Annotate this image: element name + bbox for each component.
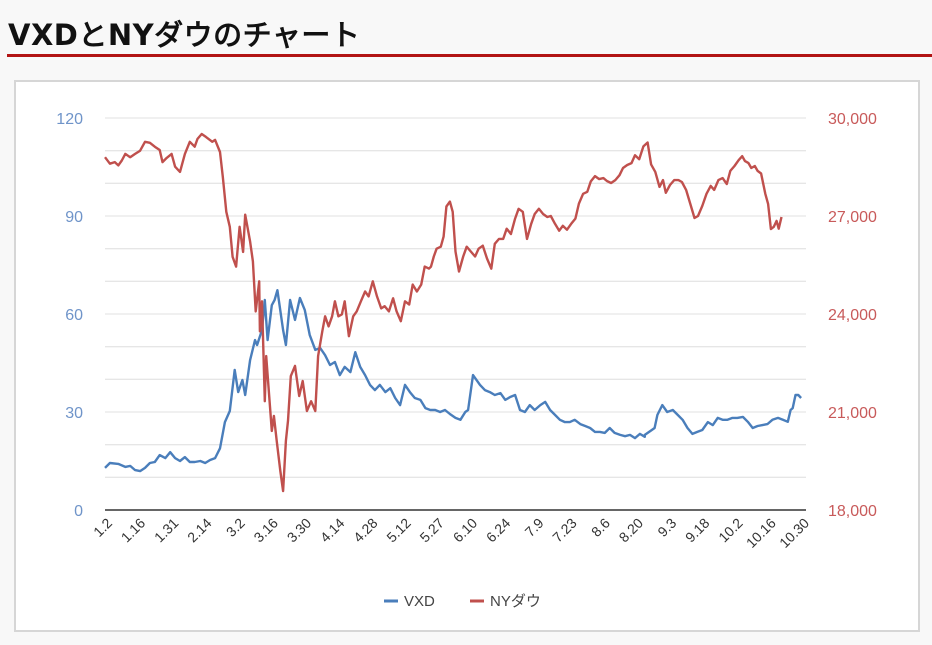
x-tick-label: 3.2: [223, 515, 248, 540]
y-left-tick-label: 0: [74, 503, 83, 520]
gridlines: [105, 117, 806, 478]
x-axis-labels: 1.2 1.16 1.31 2.14 3.2 3.16 3.30 4.14 4.28 5.12 5.…: [90, 515, 812, 551]
x-tick-label: 6.24: [483, 515, 514, 546]
chart-container: 0 30 60 90 120 18,000 21,000 24,000 27,000 30,00…: [14, 80, 920, 632]
series-line-nydow: [104, 132, 783, 493]
x-tick-label: 1.2: [90, 515, 115, 540]
x-tick-label: 10.30: [776, 515, 812, 551]
x-tick-label: 3.16: [250, 515, 281, 546]
x-tick-label: 2.14: [184, 515, 215, 546]
y-axis-right-labels: 18,000 21,000 24,000 27,000 30,000: [828, 111, 877, 520]
x-tick-label: 9.3: [654, 515, 679, 540]
x-tick-label: 4.14: [317, 515, 348, 546]
x-tick-label: 3.30: [284, 515, 315, 546]
title-underline: [7, 54, 932, 57]
y-right-tick-label: 18,000: [828, 503, 877, 520]
x-tick-label: 5.12: [383, 515, 414, 546]
page-title: VXDとNYダウのチャート: [8, 18, 361, 52]
series-lines: [104, 132, 802, 493]
y-left-tick-label: 90: [65, 209, 83, 226]
x-tick-label: 10.2: [715, 515, 746, 546]
x-tick-label: 1.31: [151, 515, 182, 546]
y-right-tick-label: 21,000: [828, 405, 877, 422]
x-tick-label: 7.23: [549, 515, 580, 546]
x-tick-label: 4.28: [350, 515, 381, 546]
y-right-tick-label: 30,000: [828, 111, 877, 128]
legend: VXD NYダウ: [384, 593, 541, 610]
x-tick-label: 1.16: [118, 515, 149, 546]
x-tick-label: 6.10: [450, 515, 481, 546]
x-tick-label: 8.20: [616, 515, 647, 546]
legend-label-vxd: VXD: [404, 593, 435, 610]
x-tick-label: 5.27: [416, 515, 447, 546]
y-right-tick-label: 27,000: [828, 209, 877, 226]
y-right-tick-label: 24,000: [828, 307, 877, 324]
y-left-tick-label: 60: [65, 307, 83, 324]
x-tick-label: 7.9: [522, 515, 547, 540]
y-left-tick-label: 120: [56, 111, 83, 128]
series-line-vxd: [104, 288, 802, 473]
y-axis-left-labels: 0 30 60 90 120: [56, 111, 83, 520]
y-left-tick-label: 30: [65, 405, 83, 422]
x-tick-label: 9.18: [682, 515, 713, 546]
line-chart: 0 30 60 90 120 18,000 21,000 24,000 27,000 30,00…: [56, 111, 877, 610]
x-tick-label: 10.16: [743, 515, 779, 551]
legend-label-nydow: NYダウ: [490, 593, 541, 610]
x-tick-label: 8.6: [588, 515, 613, 540]
